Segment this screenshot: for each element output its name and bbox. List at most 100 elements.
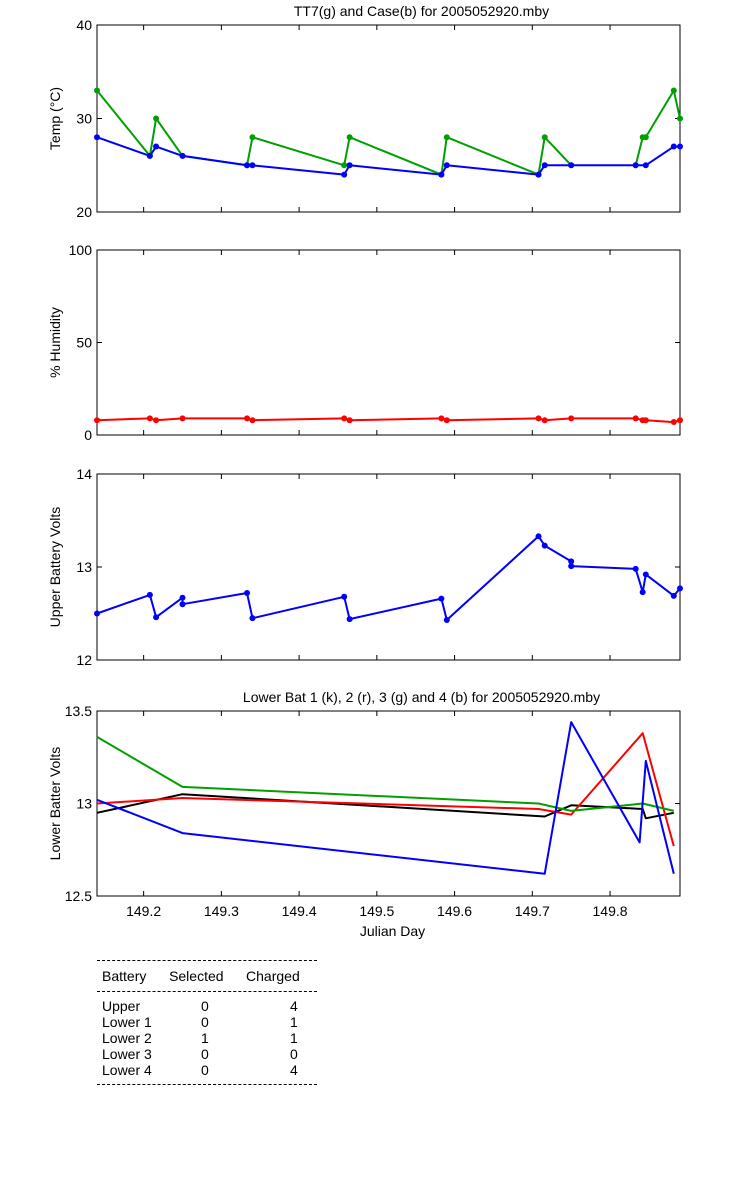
- table-bottom-rule: [97, 1084, 317, 1085]
- x-tick-label: 149.8: [593, 903, 628, 919]
- table-row: Lower 4 0 4: [97, 1062, 317, 1078]
- data-point: [670, 143, 677, 150]
- chart-title: TT7(g) and Case(b) for 2005052920.mby: [294, 3, 549, 19]
- data-point: [535, 171, 542, 178]
- table-row: Lower 3 0 0: [97, 1046, 317, 1062]
- axes-frame: [96, 24, 681, 213]
- table-header-row: Battery Selected Charged: [97, 961, 317, 991]
- data-point: [249, 162, 256, 169]
- data-point: [179, 152, 186, 159]
- data-point: [179, 601, 186, 608]
- data-point: [341, 593, 348, 600]
- data-point: [153, 614, 160, 621]
- data-point: [346, 616, 353, 623]
- y-tick-label: 12: [76, 652, 92, 668]
- data-point: [443, 162, 450, 169]
- battery-table: Battery Selected Charged Upper 0 4 Lower…: [97, 960, 317, 1085]
- battery-selected: 0: [201, 998, 209, 1014]
- data-point: [642, 571, 649, 578]
- chart-title: Lower Bat 1 (k), 2 (r), 3 (g) and 4 (b) …: [243, 689, 600, 705]
- header-battery: Battery: [102, 968, 147, 984]
- data-point: [438, 595, 445, 602]
- y-tick-label: 100: [69, 242, 93, 258]
- series-line: [634, 89, 681, 166]
- data-point: [632, 565, 639, 572]
- header-selected: Selected: [169, 968, 224, 984]
- y-axis-label: % Humidity: [47, 307, 63, 378]
- data-point: [568, 563, 575, 570]
- y-tick-label: 20: [76, 204, 92, 220]
- data-point: [94, 417, 100, 424]
- data-point: [346, 134, 353, 141]
- data-point: [249, 615, 256, 622]
- battery-name: Lower 2: [102, 1030, 152, 1046]
- data-point: [249, 134, 256, 141]
- data-point: [632, 162, 639, 169]
- data-point: [94, 610, 100, 617]
- data-point: [642, 417, 649, 424]
- data-point: [443, 617, 450, 624]
- data-point: [346, 162, 353, 169]
- data-point: [541, 417, 548, 424]
- data-point: [677, 143, 683, 150]
- data-point: [541, 162, 548, 169]
- y-tick-label: 30: [76, 111, 92, 127]
- data-point: [244, 590, 251, 597]
- data-point: [94, 134, 100, 141]
- series-line: [96, 89, 572, 176]
- battery-charged: 0: [290, 1046, 298, 1062]
- data-point: [639, 589, 646, 596]
- data-point: [179, 594, 186, 601]
- data-point: [179, 415, 186, 422]
- x-tick-label: 149.6: [437, 903, 472, 919]
- data-point: [677, 417, 683, 424]
- data-point: [443, 417, 450, 424]
- data-point: [632, 415, 639, 422]
- header-charged: Charged: [246, 968, 300, 984]
- battery-charged: 1: [290, 1030, 298, 1046]
- y-tick-label: 13: [76, 559, 92, 575]
- data-point: [642, 134, 649, 141]
- x-tick-label: 149.4: [282, 903, 317, 919]
- table-body: Upper 0 4 Lower 1 0 1 Lower 2 1 1 Lower …: [97, 992, 317, 1084]
- data-point: [535, 415, 542, 422]
- data-point: [341, 415, 348, 422]
- battery-name: Lower 3: [102, 1046, 152, 1062]
- battery-charged: 4: [290, 998, 298, 1014]
- battery-selected: 0: [201, 1062, 209, 1078]
- x-tick-label: 149.7: [515, 903, 550, 919]
- y-tick-label: 14: [76, 466, 92, 482]
- data-point: [677, 585, 683, 592]
- x-axis-label: Julian Day: [360, 923, 425, 939]
- y-tick-label: 13: [76, 796, 92, 812]
- series-line: [96, 736, 675, 812]
- data-point: [568, 558, 575, 565]
- y-axis-label: Temp (°C): [47, 87, 63, 150]
- data-point: [541, 542, 548, 549]
- data-point: [535, 533, 542, 540]
- battery-name: Lower 1: [102, 1014, 152, 1030]
- table-row: Lower 2 1 1: [97, 1030, 317, 1046]
- data-point: [153, 143, 160, 150]
- y-tick-label: 13.5: [65, 703, 92, 719]
- data-point: [677, 115, 683, 122]
- axes-frame: [96, 249, 681, 436]
- y-tick-label: 40: [76, 17, 92, 33]
- battery-charged: 4: [290, 1062, 298, 1078]
- y-tick-label: 12.5: [65, 888, 92, 904]
- data-point: [568, 162, 575, 169]
- series-line: [96, 721, 675, 875]
- battery-name: Lower 4: [102, 1062, 152, 1078]
- data-point: [346, 417, 353, 424]
- y-tick-label: 50: [76, 335, 92, 351]
- data-point: [146, 415, 153, 422]
- series-line: [96, 793, 674, 820]
- table-row: Lower 1 0 1: [97, 1014, 317, 1030]
- data-point: [568, 415, 575, 422]
- table-top-rule: [97, 960, 317, 961]
- data-point: [438, 415, 445, 422]
- data-point: [438, 171, 445, 178]
- data-point: [670, 419, 677, 426]
- data-point: [642, 162, 649, 169]
- y-tick-label: 0: [84, 427, 92, 443]
